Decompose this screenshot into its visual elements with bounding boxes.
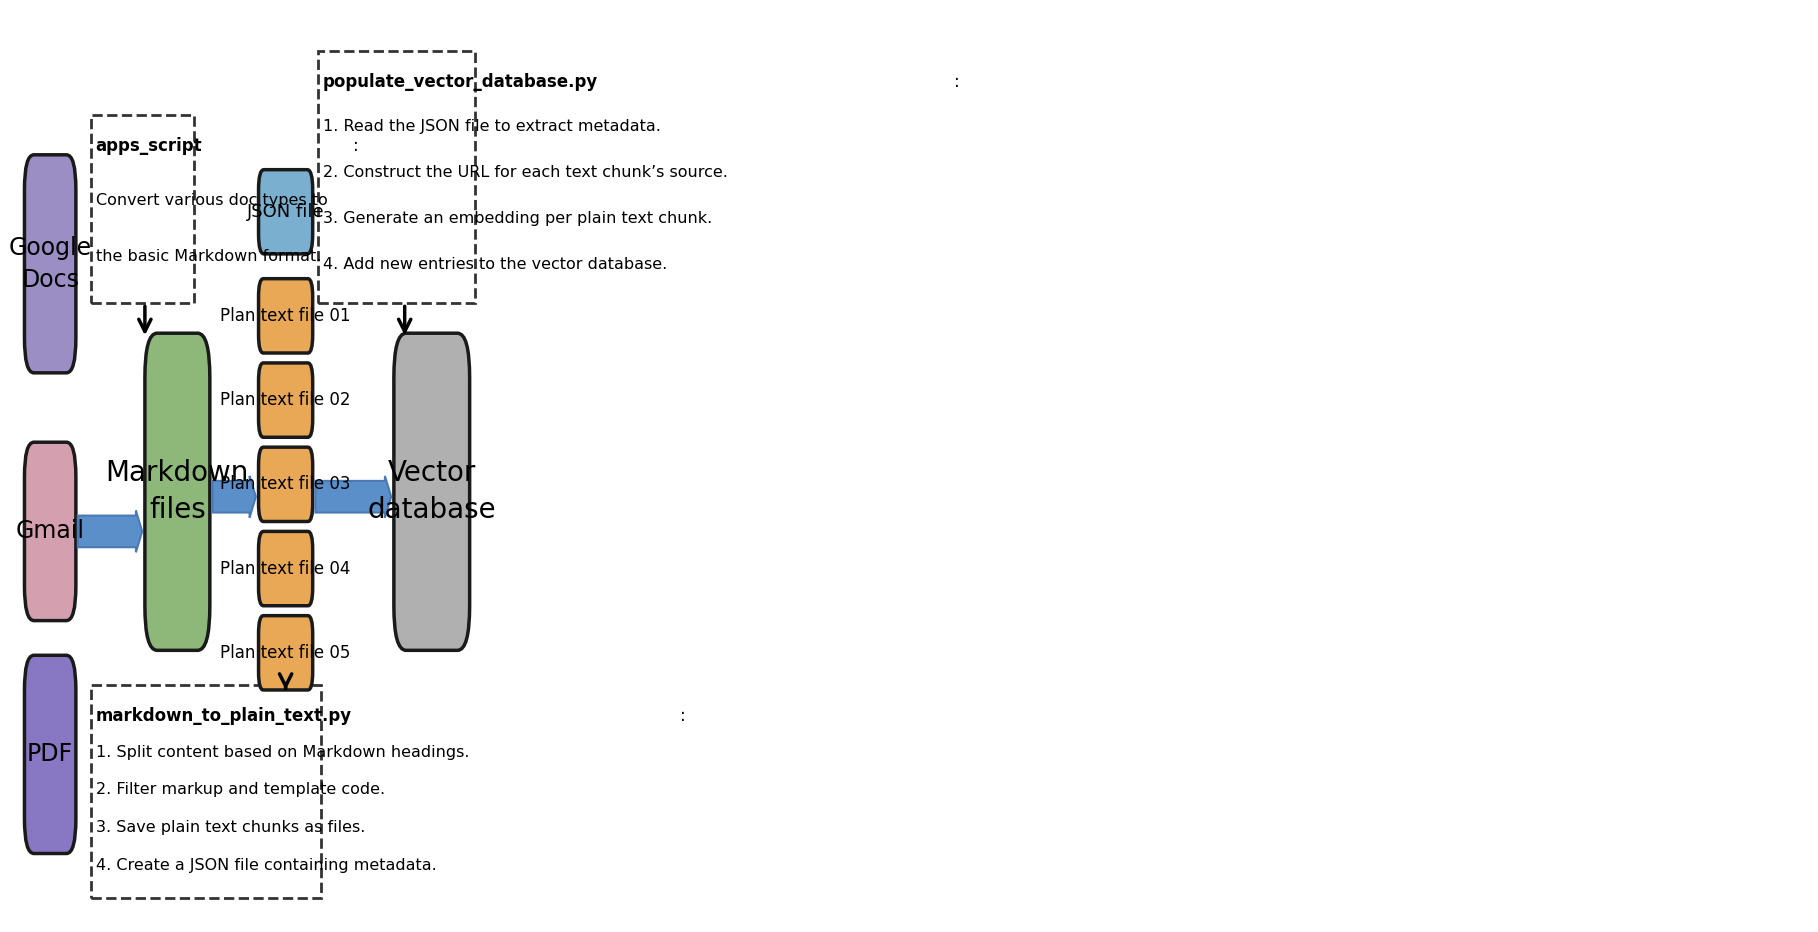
- Text: Markdown
files: Markdown files: [105, 459, 249, 524]
- Text: 4. Add new entries to the vector database.: 4. Add new entries to the vector databas…: [324, 256, 667, 272]
- Text: Plan text file 01: Plan text file 01: [220, 307, 351, 325]
- Text: 4. Create a JSON file containing metadata.: 4. Create a JSON file containing metadat…: [96, 858, 436, 873]
- Text: Plan text file 02: Plan text file 02: [220, 391, 351, 409]
- Bar: [91, 116, 193, 304]
- FancyBboxPatch shape: [395, 334, 469, 651]
- Text: 1. Split content based on Markdown headings.: 1. Split content based on Markdown headi…: [96, 745, 469, 760]
- FancyBboxPatch shape: [258, 616, 313, 690]
- Polygon shape: [78, 511, 142, 553]
- Text: Plan text file 04: Plan text file 04: [220, 559, 351, 578]
- Polygon shape: [315, 476, 391, 517]
- Text: Gmail: Gmail: [16, 519, 85, 543]
- Bar: [91, 685, 320, 898]
- Text: the basic Markdown format.: the basic Markdown format.: [96, 249, 322, 264]
- FancyBboxPatch shape: [258, 531, 313, 606]
- Text: 3. Generate an embedding per plain text chunk.: 3. Generate an embedding per plain text …: [324, 211, 713, 226]
- Text: PDF: PDF: [27, 743, 73, 766]
- Text: :: :: [680, 706, 685, 725]
- Text: Plan text file 05: Plan text file 05: [220, 644, 351, 662]
- Text: markdown_to_plain_text.py: markdown_to_plain_text.py: [96, 706, 351, 725]
- FancyBboxPatch shape: [24, 155, 76, 373]
- Text: Google
Docs: Google Docs: [9, 236, 91, 292]
- FancyBboxPatch shape: [258, 447, 313, 522]
- Text: :: :: [353, 137, 358, 155]
- FancyBboxPatch shape: [258, 170, 313, 254]
- Text: :: :: [954, 73, 960, 90]
- Text: 2. Filter markup and template code.: 2. Filter markup and template code.: [96, 782, 385, 798]
- Text: 2. Construct the URL for each text chunk’s source.: 2. Construct the URL for each text chunk…: [324, 165, 727, 180]
- Text: Vector
database: Vector database: [367, 459, 496, 524]
- FancyBboxPatch shape: [258, 363, 313, 437]
- Text: 1. Read the JSON file to extract metadata.: 1. Read the JSON file to extract metadat…: [324, 118, 660, 133]
- Text: apps_script: apps_script: [96, 137, 202, 155]
- Bar: [318, 50, 474, 304]
- FancyBboxPatch shape: [258, 279, 313, 353]
- Text: 3. Save plain text chunks as files.: 3. Save plain text chunks as files.: [96, 820, 365, 835]
- FancyBboxPatch shape: [24, 655, 76, 854]
- FancyBboxPatch shape: [24, 442, 76, 621]
- Polygon shape: [213, 476, 256, 517]
- FancyBboxPatch shape: [145, 334, 209, 651]
- Text: JSON file: JSON file: [247, 203, 324, 221]
- Text: Convert various doc types to: Convert various doc types to: [96, 193, 327, 208]
- Text: populate_vector_database.py: populate_vector_database.py: [324, 73, 598, 90]
- Text: Plan text file 03: Plan text file 03: [220, 475, 351, 493]
